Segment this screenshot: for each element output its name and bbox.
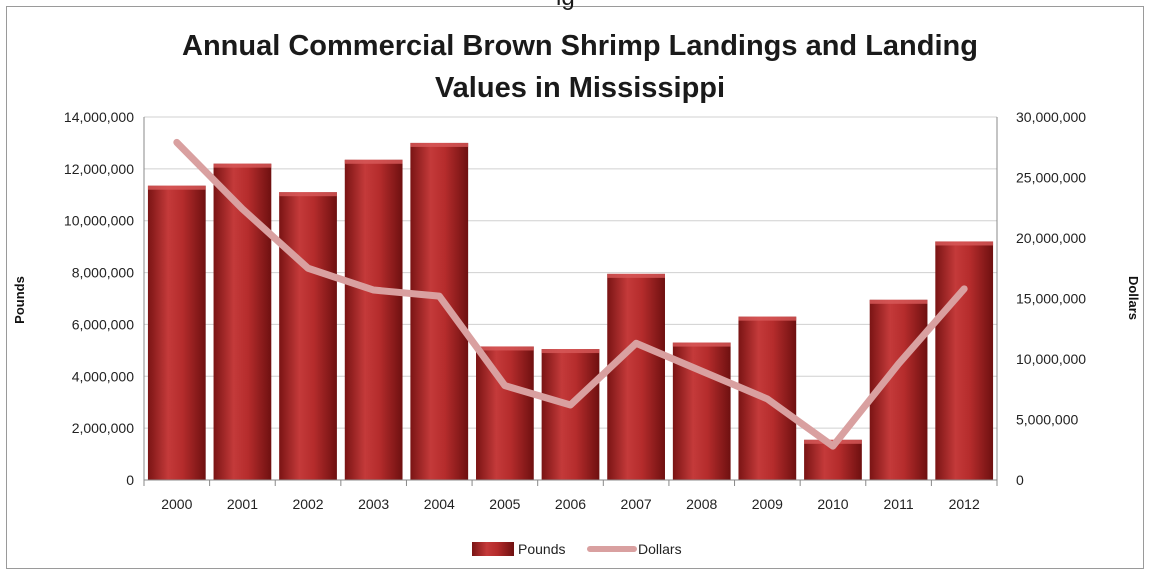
point-dollars <box>307 267 309 269</box>
y-left-tick-label: 14,000,000 <box>64 109 134 125</box>
bar-pounds <box>344 159 403 480</box>
bar-pounds <box>607 273 665 480</box>
point-dollars <box>701 370 703 372</box>
y-left-axis-title: Pounds <box>12 276 27 324</box>
legend-label-pounds: Pounds <box>518 541 565 557</box>
point-dollars <box>963 288 965 290</box>
bar-top-highlight <box>672 342 731 347</box>
point-dollars <box>635 342 637 344</box>
legend-swatch-pounds <box>472 542 514 556</box>
legend-label-dollars: Dollars <box>638 541 682 557</box>
chart-title-line1: Annual Commercial Brown Shrimp Landings … <box>182 30 978 62</box>
bar-top-highlight <box>935 241 994 246</box>
x-tick-label: 2005 <box>489 496 520 512</box>
x-tick-label: 2007 <box>621 496 652 512</box>
legend: Pounds Dollars <box>472 541 682 557</box>
y-right-axis-title: Dollars <box>1126 276 1141 320</box>
bar-top-highlight <box>410 142 469 147</box>
clipped-top-text: ig <box>556 0 575 11</box>
x-tick-label: 2003 <box>358 496 389 512</box>
x-tick-label: 2000 <box>161 496 192 512</box>
y-right-tick-label: 5,000,000 <box>1016 412 1078 428</box>
point-dollars <box>766 398 768 400</box>
x-tick-label: 2009 <box>752 496 783 512</box>
point-dollars <box>570 404 571 406</box>
y-right-tick-label: 0 <box>1016 472 1024 488</box>
x-tick-label: 2011 <box>884 496 914 512</box>
bar-pounds <box>213 163 272 480</box>
point-dollars <box>241 208 243 210</box>
point-dollars <box>176 141 178 143</box>
x-tick-label: 2012 <box>949 496 980 512</box>
bar-pounds <box>279 192 337 480</box>
bar-pounds <box>147 185 206 481</box>
bar-top-highlight <box>476 346 534 351</box>
dollars-line-layer <box>173 138 968 450</box>
y-right-tick-label: 15,000,000 <box>1016 291 1086 307</box>
y-right-tick-label: 30,000,000 <box>1016 109 1086 125</box>
x-tick-label: 2004 <box>424 496 455 512</box>
y-right-tick-label: 25,000,000 <box>1016 170 1086 186</box>
bar-top-highlight <box>738 316 797 321</box>
bar-top-highlight <box>607 273 665 278</box>
y-left-tick-label: 2,000,000 <box>72 420 134 436</box>
point-dollars <box>898 363 900 365</box>
y-left-tick-label: 4,000,000 <box>72 368 134 384</box>
bar-pounds <box>541 349 600 480</box>
y-left-tick-label: 0 <box>126 472 134 488</box>
x-tick-label: 2002 <box>292 496 323 512</box>
chart-title-line2: Values in Mississippi <box>435 72 725 104</box>
y-left-tick-label: 8,000,000 <box>72 265 134 281</box>
y-left-tick-label: 12,000,000 <box>64 161 134 177</box>
bar-top-highlight <box>213 163 272 168</box>
bar-pounds <box>935 241 994 480</box>
y-left-tick-label: 10,000,000 <box>64 213 134 229</box>
x-tick-label: 2010 <box>817 496 848 512</box>
point-dollars <box>373 289 375 291</box>
point-dollars <box>832 445 834 447</box>
x-tick-label: 2008 <box>686 496 717 512</box>
bar-top-highlight <box>147 185 206 190</box>
x-tick-label: 2001 <box>227 496 258 512</box>
bars <box>147 142 994 481</box>
bar-top-highlight <box>541 349 600 354</box>
bar-top-highlight <box>869 299 928 304</box>
bar-top-highlight <box>344 159 403 164</box>
bar-pounds <box>476 346 534 480</box>
bar-pounds <box>410 142 469 480</box>
y-right-tick-label: 20,000,000 <box>1016 230 1086 246</box>
point-dollars <box>504 385 506 387</box>
x-tick-label: 2006 <box>555 496 586 512</box>
axes: 0 2,000,000 4,000,000 6,000,000 8,000,000 10,… <box>64 109 1086 512</box>
y-right-tick-label: 10,000,000 <box>1016 351 1086 367</box>
y-left-tick-label: 6,000,000 <box>72 316 134 332</box>
point-dollars <box>438 295 440 297</box>
bar-top-highlight <box>279 192 337 197</box>
